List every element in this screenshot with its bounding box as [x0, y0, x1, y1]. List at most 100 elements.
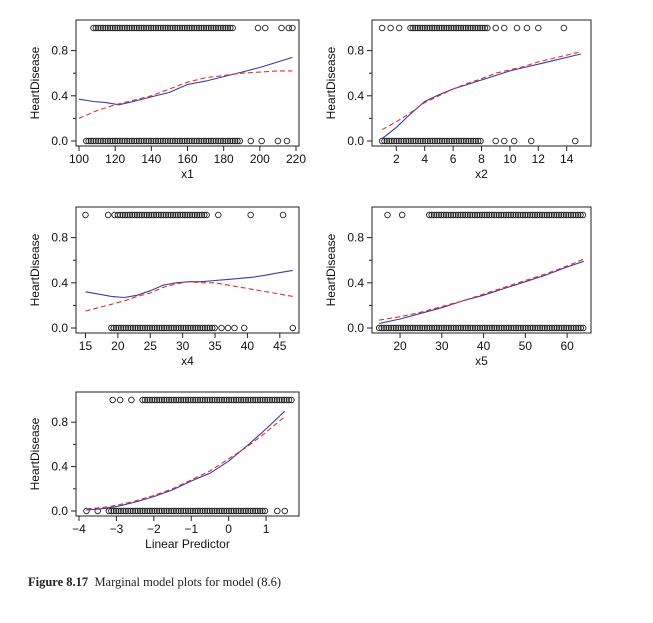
data-point: [560, 24, 568, 32]
y-tick-label: 0.8: [347, 44, 364, 58]
data-point: [433, 24, 441, 32]
data-point: [570, 324, 577, 332]
data-point: [457, 324, 465, 332]
data-point: [164, 24, 172, 32]
data-point: [414, 137, 422, 145]
data-point: [498, 211, 505, 219]
data-point: [385, 324, 393, 332]
data-point: [488, 324, 496, 332]
data-point: [176, 137, 184, 145]
data-point: [92, 24, 100, 32]
data-point: [450, 137, 458, 145]
data-point: [453, 137, 460, 145]
data-point: [474, 324, 481, 332]
data-point: [124, 324, 132, 332]
x-tick-label: −3: [110, 522, 124, 536]
data-point: [488, 211, 495, 219]
data-point: [483, 324, 491, 332]
data-point: [134, 324, 142, 332]
data-point: [447, 211, 455, 219]
data-points: [378, 24, 579, 145]
data-point: [189, 324, 197, 332]
figure-caption-text: Marginal model plots for model (8.6): [94, 575, 281, 589]
data-point: [131, 24, 138, 32]
data-point: [186, 24, 193, 32]
data-point: [207, 24, 215, 32]
data-point: [115, 324, 122, 332]
data-point: [546, 324, 553, 332]
plot-frame: [371, 19, 592, 147]
data-point: [407, 324, 414, 332]
data-point: [435, 211, 443, 219]
data-point: [409, 24, 417, 32]
data-point: [231, 324, 238, 332]
data-point: [222, 24, 229, 32]
data-point: [254, 507, 261, 515]
data-point: [397, 324, 405, 332]
data-point: [279, 211, 287, 219]
data-point: [476, 324, 484, 332]
data-point: [199, 507, 206, 515]
data-point: [383, 137, 391, 145]
data-point: [128, 396, 135, 404]
data-point: [124, 211, 131, 219]
y-axis-label: HeartDisease: [324, 233, 338, 306]
data-point: [567, 211, 575, 219]
data-point: [457, 24, 465, 32]
data-point: [190, 137, 198, 145]
data-point: [174, 137, 181, 145]
data-point: [236, 137, 244, 145]
x-tick-label: 2: [393, 152, 400, 166]
data-point: [215, 24, 222, 32]
data-point: [122, 507, 129, 515]
data-point: [481, 324, 489, 332]
x-tick-label: 35: [208, 339, 222, 353]
data-point: [151, 396, 158, 404]
data-point: [145, 24, 152, 32]
data-point: [419, 324, 426, 332]
data-point: [522, 211, 529, 219]
data-point: [139, 324, 146, 332]
data-point: [90, 24, 97, 32]
data-point: [157, 211, 165, 219]
x-tick-label: 20: [111, 339, 125, 353]
data-point: [459, 324, 467, 332]
data-point: [268, 396, 276, 404]
data-point: [395, 24, 403, 32]
data-point: [194, 396, 202, 404]
data-point: [384, 211, 391, 219]
data-point: [123, 137, 131, 145]
data-point: [134, 507, 141, 515]
data-point: [476, 211, 483, 219]
data-point: [531, 211, 539, 219]
data-point: [402, 137, 410, 145]
data-point: [522, 324, 529, 332]
data-point: [206, 507, 213, 515]
data-point: [510, 137, 518, 145]
x-tick-label: 160: [177, 152, 197, 166]
data-point: [515, 324, 522, 332]
data-point: [160, 324, 168, 332]
data-point: [539, 324, 546, 332]
data-point: [431, 137, 439, 145]
data-point: [237, 396, 245, 404]
data-point: [116, 137, 124, 145]
data-point: [117, 507, 125, 515]
data-point: [474, 137, 482, 145]
data-point: [455, 324, 462, 332]
data-point: [249, 507, 257, 515]
data-point: [153, 396, 161, 404]
x-tick-label: 200: [250, 152, 270, 166]
data-point: [232, 396, 240, 404]
x-tick-label: 220: [286, 152, 306, 166]
data-point: [411, 324, 419, 332]
data-point: [212, 24, 220, 32]
data-point: [165, 211, 172, 219]
y-tick-label: 0.4: [51, 89, 68, 103]
data-point: [122, 324, 130, 332]
data-point: [289, 324, 297, 332]
data-point: [170, 507, 177, 515]
data-point: [230, 396, 238, 404]
data-point: [187, 507, 194, 515]
data-point: [169, 211, 177, 219]
